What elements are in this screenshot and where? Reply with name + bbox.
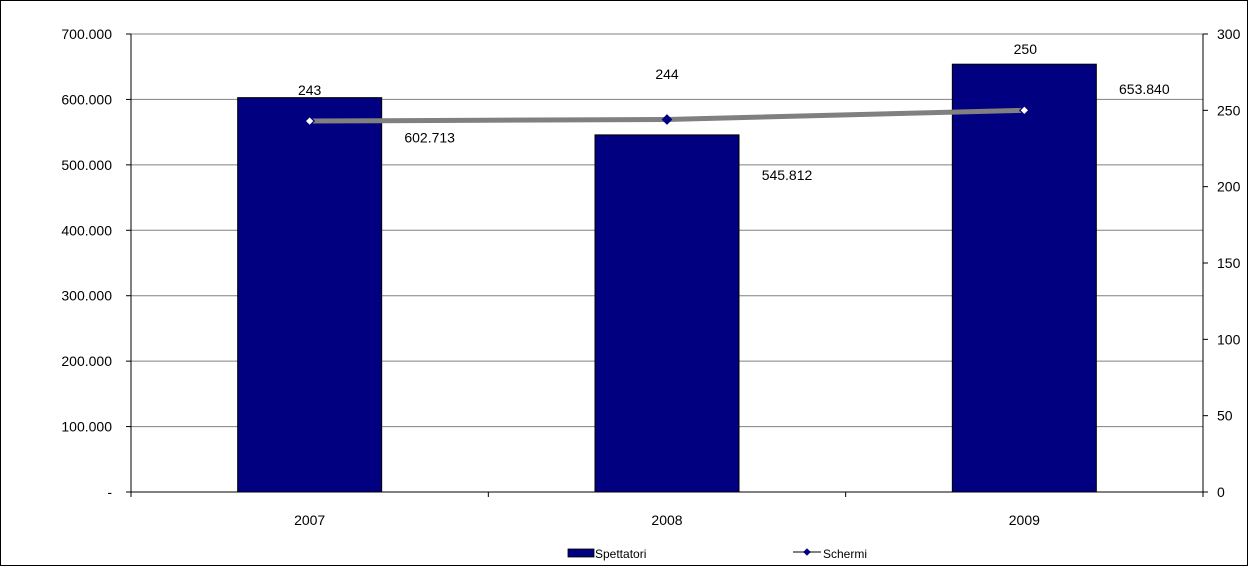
bar-spettatori-2008 (594, 134, 740, 493)
x-tick-label: 2008 (651, 512, 682, 528)
bar-data-label: 653.840 (1119, 81, 1170, 97)
line-point-2009 (1018, 104, 1030, 116)
y-right-tick-label: 50 (1217, 408, 1233, 424)
bar-spettatori-2007 (237, 97, 383, 493)
y-right-tick-label: 250 (1217, 102, 1241, 118)
bar-data-label: 602.713 (404, 130, 455, 146)
line-data-label: 244 (655, 66, 679, 82)
legend-label-bar: Spettatori (595, 547, 646, 561)
line-data-label: 250 (1014, 41, 1038, 57)
y-left-tick-label: 400.000 (61, 222, 112, 238)
y-right-tick-label: 0 (1217, 484, 1225, 500)
line-data-label: 243 (298, 82, 322, 98)
y-right-tick-label: 150 (1217, 255, 1241, 271)
x-tick-label: 2009 (1009, 512, 1040, 528)
y-left-tick-label: 300.000 (61, 288, 112, 304)
x-tick-label: 2007 (294, 512, 325, 528)
y-right-tick-label: 300 (1217, 26, 1241, 42)
bar-data-label: 545.812 (762, 167, 813, 183)
legend-swatch-bar (567, 548, 595, 558)
y-left-tick-label: 500.000 (61, 157, 112, 173)
line-point-2008 (661, 114, 673, 125)
y-left-tick-label: 600.000 (61, 91, 112, 107)
bar-spettatori-2009 (951, 63, 1097, 493)
legend-label-line: Schermi (823, 547, 867, 561)
y-left-tick-label: 700.000 (61, 26, 112, 42)
y-right-tick-label: 100 (1217, 331, 1241, 347)
legend-swatch-marker (803, 548, 811, 556)
y-left-tick-label: 200.000 (61, 353, 112, 369)
line-point-2007 (304, 115, 316, 127)
y-left-tick-label: - (107, 484, 112, 500)
y-right-tick-label: 200 (1217, 179, 1241, 195)
y-left-tick-label: 100.000 (61, 419, 112, 435)
